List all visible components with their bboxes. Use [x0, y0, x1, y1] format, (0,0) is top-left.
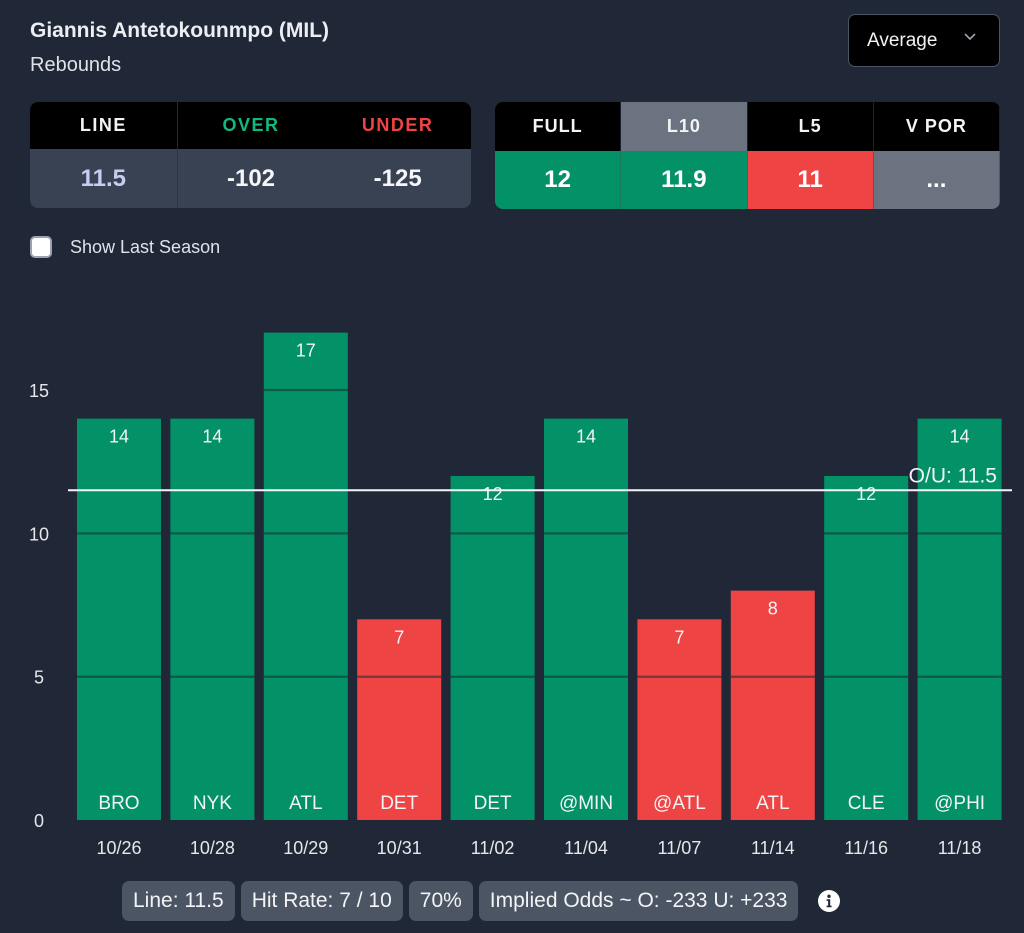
y-tick-label: 15: [29, 381, 49, 401]
bar-value-label: 12: [856, 484, 876, 504]
over-header: OVER: [222, 115, 280, 135]
bar[interactable]: [170, 418, 255, 820]
bar-value-label: 7: [394, 627, 404, 647]
under-header: UNDER: [361, 115, 434, 135]
x-tick-label: 10/26: [96, 838, 141, 858]
bar[interactable]: [450, 475, 535, 820]
v-por-average: ...: [873, 151, 1000, 209]
l10-average: 11.9: [621, 151, 748, 209]
bar[interactable]: [357, 619, 442, 820]
y-tick-label: 10: [29, 524, 49, 544]
bar-value-label: 7: [674, 627, 684, 647]
bar-value-label: 14: [109, 427, 129, 447]
bar-gridline: [824, 532, 909, 535]
bar[interactable]: [824, 475, 909, 820]
show-last-season-toggle[interactable]: Show Last Season: [30, 236, 220, 258]
bar-gridline: [263, 675, 348, 678]
bar-opponent-label: DET: [380, 793, 418, 814]
bar-opponent-label: DET: [474, 793, 512, 814]
rebounds-bar-chart: 0 5 10 15 14 BRO 10/26 14 NYK 10/28 17 ATL 10/29 7 DET…: [29, 332, 1012, 858]
x-tick-label: 10/31: [377, 838, 422, 858]
bar-gridline: [450, 675, 535, 678]
hit-rate-pill: Hit Rate: 7 / 10: [240, 881, 403, 921]
full-average: 12: [495, 151, 622, 209]
bar-value-label: 8: [768, 599, 778, 619]
bar-value-label: 14: [576, 427, 596, 447]
average-dropdown[interactable]: Average: [848, 14, 1000, 67]
x-tick-label: 10/29: [283, 838, 328, 858]
line-value: 11.5: [30, 149, 178, 208]
tab-full[interactable]: FULL: [495, 102, 622, 151]
bar-opponent-label: CLE: [848, 793, 885, 814]
bar-gridline: [170, 532, 255, 535]
chevron-down-icon: [964, 33, 976, 41]
bar-gridline: [637, 675, 722, 678]
bar-gridline: [824, 675, 909, 678]
bar-opponent-label: @PHI: [934, 793, 985, 814]
over-odds: -102: [226, 164, 276, 192]
bar[interactable]: [730, 590, 815, 820]
y-tick-label: 5: [34, 668, 44, 688]
bar-gridline: [263, 532, 348, 535]
show-last-season-label: Show Last Season: [70, 236, 221, 257]
bar-opponent-label: @MIN: [559, 793, 613, 814]
x-tick-label: 11/02: [471, 838, 515, 858]
bar-gridline: [544, 675, 628, 678]
under-odds: -125: [373, 164, 422, 192]
bar-gridline: [77, 532, 161, 535]
tab-l10[interactable]: L10: [621, 102, 748, 151]
bar-gridline: [357, 675, 442, 678]
bar-gridline: [917, 675, 1002, 678]
summary-footer: Line: 11.5 Hit Rate: 7 / 10 70% Implied …: [122, 881, 841, 921]
bar-opponent-label: BRO: [98, 793, 139, 814]
bar-value-label: 14: [950, 427, 970, 447]
bar-value-label: 17: [296, 341, 316, 361]
bar-gridline: [730, 675, 815, 678]
over-under-label: O/U: 11.5: [909, 464, 997, 487]
bar-opponent-label: ATL: [289, 793, 322, 814]
bar-gridline: [263, 388, 348, 392]
x-tick-label: 11/14: [751, 838, 795, 858]
average-split-table: FULL L10 L5 V POR 12 11.9 11 ...: [495, 102, 1000, 209]
x-tick-label: 11/16: [844, 838, 888, 858]
x-tick-label: 11/04: [564, 838, 608, 858]
bar[interactable]: [917, 418, 1002, 820]
info-icon[interactable]: [818, 890, 841, 912]
tab-l5[interactable]: L5: [747, 102, 874, 151]
line-pill: Line: 11.5: [122, 881, 235, 921]
stat-name: Rebounds: [30, 54, 122, 76]
bar-value-label: 14: [202, 427, 222, 447]
dropdown-selected-label: Average: [867, 29, 938, 51]
show-last-season-checkbox[interactable]: [30, 236, 52, 258]
bar-gridline: [917, 532, 1002, 535]
l5-average: 11: [747, 151, 874, 209]
bar-gridline: [170, 675, 255, 678]
line-odds-table: LINE OVER UNDER 11.5 -102 -125: [30, 102, 471, 208]
hit-percent-pill: 70%: [408, 881, 473, 921]
tab-v-por[interactable]: V POR: [873, 102, 1000, 151]
implied-odds-pill: Implied Odds ~ O: -233 U: +233: [478, 881, 799, 921]
bar[interactable]: [544, 418, 628, 820]
x-tick-label: 11/18: [938, 838, 982, 858]
x-tick-label: 10/28: [190, 838, 235, 858]
bar-value-label: 12: [483, 484, 503, 504]
bar-opponent-label: ATL: [756, 793, 789, 814]
x-tick-label: 11/07: [658, 838, 702, 858]
bar-opponent-label: NYK: [193, 793, 232, 814]
bar-gridline: [544, 532, 628, 535]
bar[interactable]: [263, 332, 348, 820]
player-name: Giannis Antetokounmpo (MIL): [30, 19, 330, 42]
y-tick-label: 0: [34, 811, 44, 831]
line-header: LINE: [30, 102, 178, 149]
bar[interactable]: [637, 619, 722, 820]
bar-gridline: [77, 675, 161, 678]
bar[interactable]: [77, 418, 161, 820]
bar-gridline: [450, 532, 535, 535]
bar-opponent-label: @ATL: [653, 793, 706, 814]
